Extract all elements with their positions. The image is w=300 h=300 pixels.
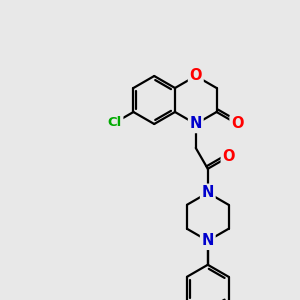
- Text: O: O: [222, 149, 235, 164]
- Text: N: N: [190, 116, 202, 131]
- Text: N: N: [202, 233, 214, 248]
- Text: O: O: [231, 116, 244, 131]
- Text: O: O: [190, 68, 202, 83]
- Text: N: N: [202, 185, 214, 200]
- Text: Cl: Cl: [108, 116, 122, 129]
